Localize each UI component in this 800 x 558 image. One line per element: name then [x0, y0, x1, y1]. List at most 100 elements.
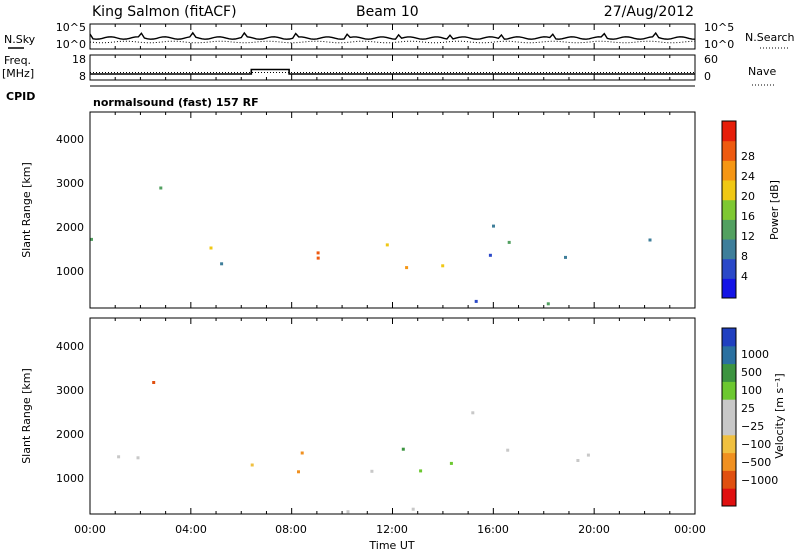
range-cell — [316, 256, 320, 260]
power-ytick-label: 3000 — [56, 177, 84, 190]
x-tick-label: 04:00 — [175, 523, 207, 536]
range-cell — [564, 255, 567, 259]
velocity-colorbar — [722, 328, 736, 507]
velocity-cbar-tick: 100 — [741, 384, 762, 397]
noise-traces — [89, 31, 696, 44]
colorbar-segment — [722, 381, 736, 400]
velocity-yticks: 1000 2000 3000 4000 — [56, 340, 84, 485]
power-cbar-tick: 8 — [741, 250, 748, 263]
velocity-cbar-tick: 25 — [741, 402, 755, 415]
range-cell — [401, 447, 405, 451]
range-cell — [297, 470, 300, 474]
colorbar-segment — [722, 180, 736, 201]
x-tick-label: 12:00 — [376, 523, 408, 536]
freq-label-1: Freq. — [4, 54, 31, 67]
nsearch-label: N.Search — [745, 31, 795, 44]
range-cell — [300, 451, 304, 455]
range-cell — [441, 264, 445, 268]
beam-title: Beam 10 — [356, 4, 419, 20]
nsky-trace — [89, 31, 696, 40]
power-cbar-label: Power [dB] — [768, 180, 781, 240]
freq-nave-panel: 18 8 60 0 — [72, 53, 718, 83]
power-heatmap — [90, 186, 652, 306]
colorbar-segment — [722, 258, 736, 279]
velocity-ytick-label: 1000 — [56, 472, 84, 485]
cpid-text: normalsound (fast) 157 RF — [93, 96, 259, 109]
nave-right-tick-top: 60 — [704, 53, 718, 66]
velocity-cbar-tick: 500 — [741, 366, 762, 379]
range-cell — [136, 456, 140, 460]
colorbar-segment — [722, 199, 736, 220]
noise-right-tick-bottom: 10^0 — [704, 38, 734, 51]
nave-label: Nave — [748, 65, 776, 78]
colorbar-segment — [722, 345, 736, 365]
velocity-cbar-label: Velocity [m s⁻¹] — [773, 373, 786, 458]
range-cell — [586, 453, 590, 457]
range-cell — [90, 237, 93, 241]
range-cell — [209, 246, 213, 250]
x-tick-label: 20:00 — [578, 523, 610, 536]
velocity-ylabel: Slant Range [km] — [20, 368, 33, 464]
range-cell — [316, 251, 320, 255]
colorbar-segment — [722, 417, 736, 436]
power-ytick-label: 1000 — [56, 265, 84, 278]
date-title: 27/Aug/2012 — [604, 4, 694, 20]
velocity-cbar-tick: −100 — [741, 438, 771, 451]
range-cell — [471, 411, 475, 415]
x-tick-label: 00:00 — [74, 523, 106, 536]
range-cell — [411, 507, 415, 511]
power-cbar-tick: 20 — [741, 190, 755, 203]
x-axis-labels: 00:00 04:00 08:00 12:00 16:00 20:00 00:0… — [74, 523, 706, 536]
range-cell — [405, 266, 409, 270]
colorbar-segment — [722, 488, 736, 507]
noise-left-tick-bottom: 10^0 — [56, 38, 86, 51]
colorbar-segment — [722, 239, 736, 260]
power-ylabel: Slant Range [km] — [20, 162, 33, 258]
range-cell — [488, 253, 492, 257]
cpid-label: CPID — [6, 90, 35, 103]
power-cbar-tick: 4 — [741, 270, 748, 283]
noise-panel: 10^5 10^0 10^5 10^0 — [56, 21, 734, 51]
colorbar-segment — [722, 278, 736, 299]
range-cell — [492, 224, 495, 228]
colorbar-segment — [722, 363, 736, 382]
velocity-ytick-label: 4000 — [56, 340, 84, 353]
freq-left-tick-bottom: 8 — [79, 70, 86, 83]
power-colorbar — [722, 121, 736, 299]
freq-label-2: [MHz] — [2, 67, 34, 80]
power-colorbar-frame — [721, 120, 737, 299]
x-axis-title: Time UT — [368, 539, 414, 552]
colorbar-segment — [722, 219, 736, 240]
range-cell — [546, 302, 550, 306]
x-tick-label: 00:00 — [674, 523, 706, 536]
velocity-panel: 1000 2000 3000 4000 Slant Range [km] 100… — [20, 317, 786, 515]
range-cell — [220, 262, 224, 266]
velocity-panel-frame — [89, 317, 696, 515]
nsky-label: N.Sky — [4, 33, 36, 46]
nsearch-trace — [89, 40, 696, 44]
power-panel: 1000 2000 3000 4000 Slant Range [km] 4 8… — [20, 111, 781, 309]
range-cell — [117, 455, 121, 459]
power-cbar-tick: 16 — [741, 210, 755, 223]
range-cell — [576, 459, 580, 462]
range-cell — [419, 469, 423, 473]
velocity-colorbar-frame — [721, 327, 737, 507]
nave-right-tick-bottom: 0 — [704, 70, 711, 83]
station-title: King Salmon (fitACF) — [92, 4, 237, 20]
x-axis-ticks — [89, 24, 696, 514]
colorbar-segment — [722, 470, 736, 489]
noise-left-tick-top: 10^5 — [56, 21, 86, 34]
power-cbar-tick: 28 — [741, 150, 755, 163]
velocity-cbar-tick: −1000 — [741, 474, 778, 487]
range-cell — [474, 299, 478, 303]
colorbar-segment — [722, 328, 736, 347]
colorbar-segment — [722, 140, 736, 161]
colorbar-segment — [722, 452, 736, 471]
range-cell — [648, 238, 652, 242]
colorbar-segment — [722, 399, 736, 418]
range-cell — [506, 448, 510, 452]
x-tick-label: 16:00 — [477, 523, 509, 536]
freq-left-tick-top: 18 — [72, 53, 86, 66]
range-cell — [449, 461, 453, 465]
